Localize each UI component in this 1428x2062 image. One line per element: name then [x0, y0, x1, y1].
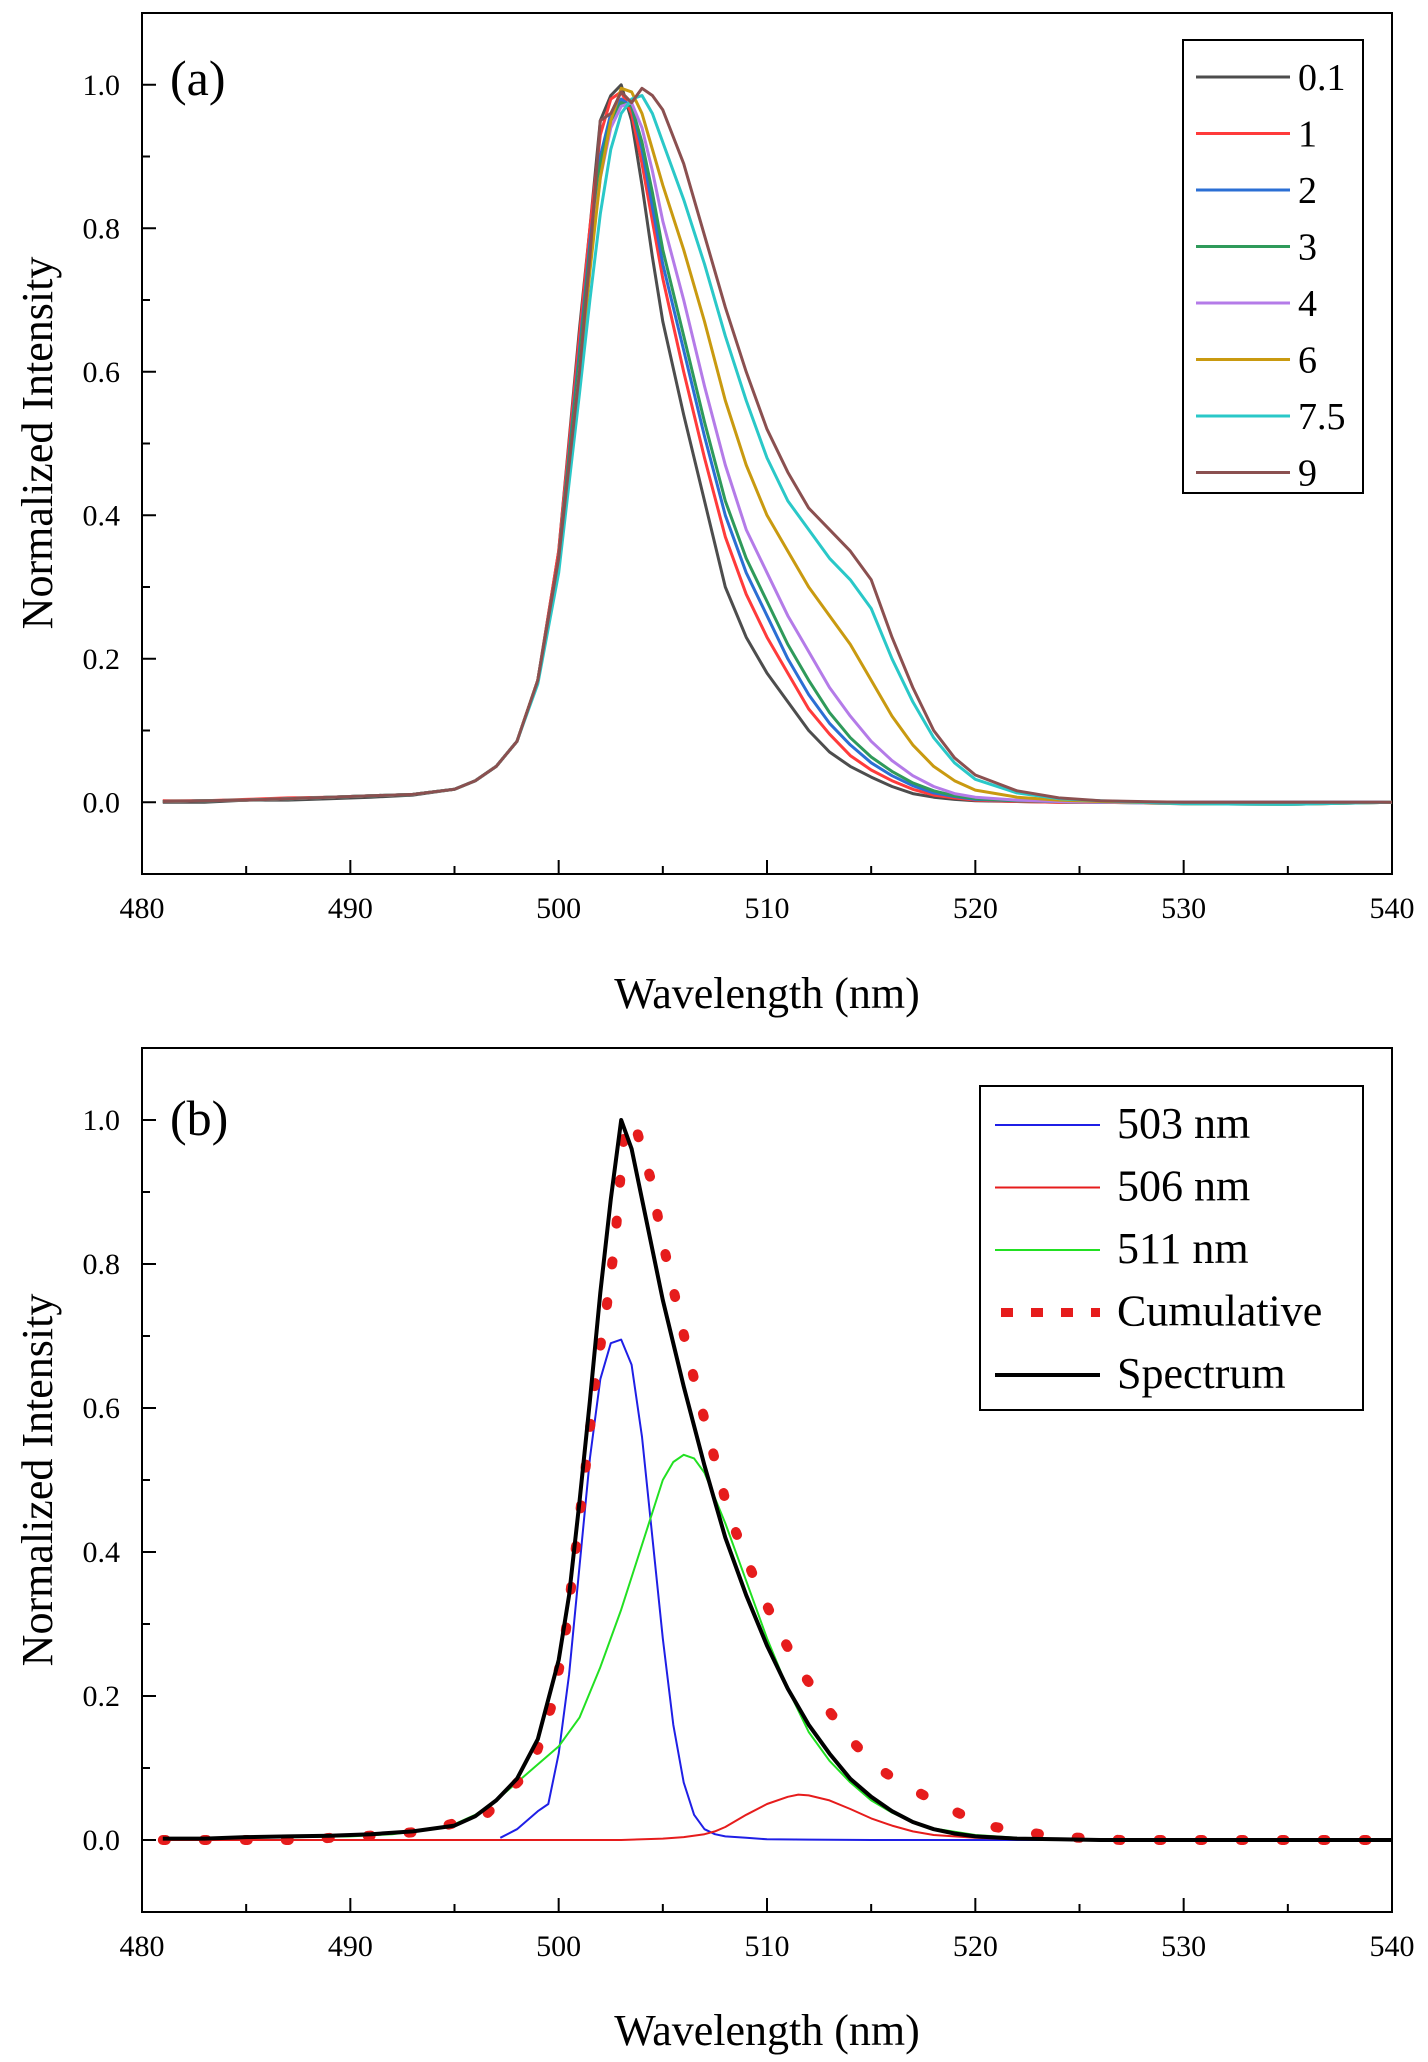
y-tick-label: 0.0: [83, 786, 121, 819]
x-tick-label: 490: [328, 892, 373, 925]
panel-a-legend: 0.1 1 2 3 4 6 7.5 9: [1182, 39, 1364, 495]
x-tick-label: 500: [536, 1930, 581, 1963]
panel-b-legend: 503 nm 506 nm 511 nm Cumulative Spectrum: [979, 1085, 1364, 1411]
legend-label: 2: [1298, 170, 1317, 212]
series-line-503-nm: [499, 1338, 1392, 1841]
panel-a-xlabel: Wavelength (nm): [614, 969, 920, 1018]
panel-b-label: (b): [170, 1090, 228, 1146]
series-line-9: [162, 86, 1392, 804]
x-tick-label: 510: [745, 892, 790, 925]
x-tick-label: 530: [1161, 892, 1206, 925]
x-tick-label: 540: [1370, 892, 1415, 925]
legend-label: 1: [1298, 114, 1317, 156]
series-line-511-nm: [162, 1453, 1392, 1841]
panel-b-xlabel: Wavelength (nm): [614, 2006, 920, 2055]
y-tick-label: 0.4: [83, 1536, 121, 1569]
series-line-Spectrum: [162, 1118, 1392, 1842]
series-line-506-nm: [162, 1793, 1392, 1841]
x-tick-label: 520: [953, 1930, 998, 1963]
panel-b-ticks: 480 490 500 510 520 530 540 0.0 0.2 0.4 0.6 0.8 1.0: [83, 1047, 1415, 1963]
legend-label: 4: [1298, 283, 1317, 325]
legend-label: 506 nm: [1117, 1162, 1250, 1211]
legend-label: 6: [1298, 340, 1317, 382]
y-tick-label: 0.6: [83, 1392, 121, 1425]
legend-label: 3: [1298, 227, 1317, 269]
y-tick-label: 0.8: [83, 212, 121, 245]
legend-label: 7.5: [1298, 396, 1346, 438]
panel-b-ylabel: Normalized Intensity: [13, 1294, 62, 1667]
x-tick-label: 480: [120, 892, 165, 925]
x-tick-label: 500: [536, 892, 581, 925]
x-tick-label: 520: [953, 892, 998, 925]
panel-a-ylabel: Normalized Intensity: [13, 257, 62, 630]
y-tick-label: 0.2: [83, 643, 121, 676]
y-tick-label: 0.8: [83, 1248, 121, 1281]
panel-b-legend-box: [979, 1085, 1364, 1411]
y-tick-label: 1.0: [83, 69, 121, 102]
y-tick-label: 1.0: [83, 1104, 121, 1137]
y-tick-label: 0.0: [83, 1824, 121, 1857]
panel-a-ticks: 480 490 500 510 520 530 540 0.0 0.2 0.4 0.6 0.8 1.0: [83, 12, 1415, 925]
legend-label: 9: [1298, 453, 1317, 495]
y-tick-label: 0.4: [83, 499, 121, 532]
panel-a-label: (a): [170, 50, 226, 106]
x-tick-label: 510: [745, 1930, 790, 1963]
x-tick-label: 480: [120, 1930, 165, 1963]
x-tick-label: 540: [1370, 1930, 1415, 1963]
legend-label: 511 nm: [1117, 1224, 1249, 1273]
x-tick-label: 490: [328, 1930, 373, 1963]
legend-label: 0.1: [1298, 57, 1346, 99]
y-tick-label: 0.6: [83, 356, 121, 389]
panel-a-chart: 480 490 500 510 520 530 5400.00.20.40.60.81.0 …: [13, 12, 1415, 1018]
panel-a-series-lines: [162, 83, 1393, 806]
panel-b-series-lines: [157, 1115, 1397, 1845]
legend-label: 503 nm: [1117, 1099, 1250, 1148]
y-tick-label: 0.2: [83, 1680, 121, 1713]
x-tick-label: 530: [1161, 1930, 1206, 1963]
legend-label: Spectrum: [1117, 1349, 1286, 1398]
panel-b-chart: 480 490 500 510 520 530 5400.00.20.40.60.81.0 …: [13, 1047, 1415, 2055]
legend-label: Cumulative: [1117, 1287, 1322, 1336]
